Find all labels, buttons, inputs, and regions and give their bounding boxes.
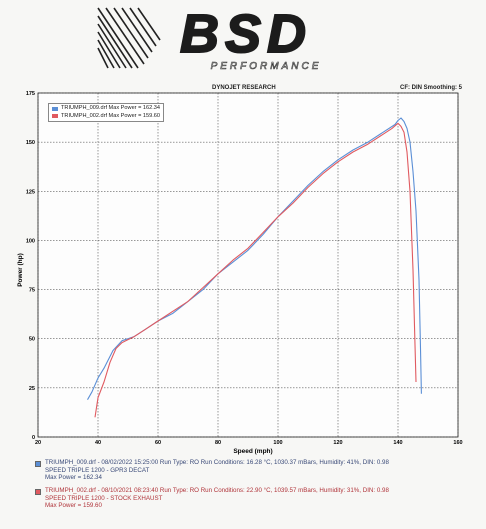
series-line-2 <box>94 122 417 418</box>
chart-series <box>87 117 422 418</box>
run-details: TRIUMPH_009.drf - 08/02/2022 15:25:00 Ru… <box>45 459 389 466</box>
series-line-1 <box>87 117 422 400</box>
y-axis-label: Power (hp) <box>17 253 24 287</box>
y-tick-label: 75 <box>29 288 35 294</box>
x-tick-label: 160 <box>453 440 462 446</box>
run-description: SPEED TRIPLE 1200 - STOCK EXHAUST <box>45 494 163 502</box>
y-tick-label: 100 <box>26 238 35 244</box>
y-tick-label: 175 <box>26 91 35 97</box>
legend-swatch-icon <box>52 106 58 111</box>
x-tick-label: 120 <box>333 440 342 446</box>
logo-sub-text: PERFORMANCE <box>211 61 322 72</box>
chart-axes <box>37 92 459 438</box>
bsd-logo: BSD PERFORMANCE <box>97 6 322 72</box>
y-tick-label: 125 <box>26 189 35 195</box>
run-max-power: Max Power = 162.34 <box>45 474 102 482</box>
logo-stripes-icon <box>97 7 161 69</box>
legend-label: TRIUMPH_009.drf Max Power = 162.34 <box>61 105 161 111</box>
run-description: SPEED TRIPLE 1200 - GPR3 DECAT <box>45 466 150 474</box>
x-tick-label: 20 <box>35 440 41 446</box>
y-tick-label: 50 <box>29 337 35 343</box>
legend-item: TRIUMPH_002.drf Max Power = 159.60 <box>52 113 160 121</box>
x-tick-label: 40 <box>95 440 101 446</box>
run-color-icon <box>35 489 41 495</box>
x-tick-label: 100 <box>273 440 282 446</box>
legend-item: TRIUMPH_009.drf Max Power = 162.34 <box>52 105 160 113</box>
plot-frame <box>37 92 459 438</box>
chart-title: DYNOJET RESEARCH <box>212 85 276 91</box>
x-tick-label: 80 <box>215 440 221 446</box>
legend-label: TRIUMPH_002.drf Max Power = 159.60 <box>61 112 161 119</box>
y-tick-label: 25 <box>29 386 35 392</box>
x-axis-label: Speed (mph) <box>233 448 272 455</box>
run-color-icon <box>35 461 41 467</box>
legend-swatch-icon <box>52 114 58 119</box>
chart-ticks: 20 40 60 80 100 120 140 160 0 25 50 75 100 125 150 175 <box>26 91 463 446</box>
run-info-2: TRIUMPH_002.drf - 08/10/2021 08:23:40 Ru… <box>35 487 389 510</box>
x-tick-label: 140 <box>393 440 402 446</box>
run-info-1: TRIUMPH_009.drf - 08/02/2022 15:25:00 Ru… <box>35 459 389 482</box>
logo-main-text: BSD <box>180 6 312 64</box>
chart-grid <box>37 92 459 438</box>
y-tick-label: 150 <box>26 140 35 146</box>
plot-area <box>38 93 458 437</box>
y-tick-label: 0 <box>32 435 35 441</box>
correction-factor-label: CF: DIN Smoothing: 5 <box>400 85 462 91</box>
chart-legend: TRIUMPH_009.drf Max Power = 162.34 TRIUM… <box>48 103 165 122</box>
run-max-power: Max Power = 159.60 <box>45 502 102 510</box>
run-details: TRIUMPH_002.drf - 08/10/2021 08:23:40 Ru… <box>45 487 389 494</box>
x-tick-label: 60 <box>155 440 161 446</box>
